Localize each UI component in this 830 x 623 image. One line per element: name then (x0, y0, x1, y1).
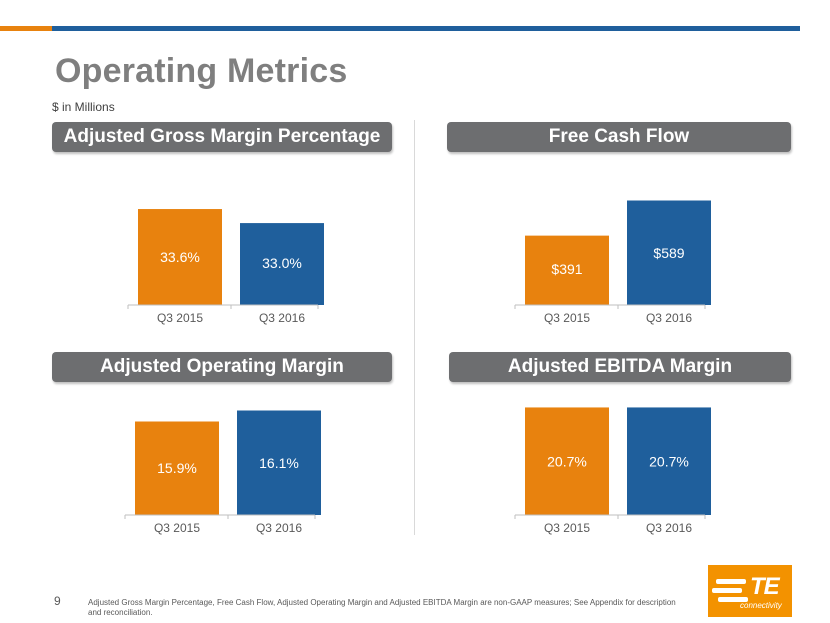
data-label: 20.7% (547, 454, 587, 470)
bar-q3-2016 (627, 407, 711, 515)
bar-q3-2015 (525, 235, 609, 305)
x-tick-label: Q3 2016 (646, 521, 692, 535)
chart-title-operating-margin: Adjusted Operating Margin (52, 352, 392, 382)
data-label: $391 (551, 261, 582, 277)
x-tick-label: Q3 2016 (259, 311, 305, 325)
bar-q3-2015 (138, 209, 222, 305)
chart-free-cash-flow: $391 Q3 2015 $589 Q3 2016 (514, 170, 711, 340)
bar-q3-2015 (525, 407, 609, 515)
chart-title-ebitda-margin: Adjusted EBITDA Margin (449, 352, 791, 382)
page-number: 9 (54, 594, 61, 608)
units-note: $ in Millions (52, 100, 115, 114)
chart-operating-margin: 15.9% Q3 2015 16.1% Q3 2016 (124, 380, 321, 550)
chart-svg: 33.6% Q3 2015 33.0% Q3 2016 (127, 209, 324, 325)
page-title: Operating Metrics (55, 52, 348, 90)
x-tick-label: Q3 2015 (544, 521, 590, 535)
te-connectivity-logo: TE connectivity (708, 565, 792, 617)
logo-mark-text: TE (750, 573, 780, 600)
chart-title-free-cash-flow: Free Cash Flow (447, 122, 791, 152)
te-logo-mark-icon (712, 579, 748, 602)
accent-blue-segment (52, 26, 800, 31)
data-label: $589 (653, 245, 684, 261)
x-tick-label: Q3 2016 (646, 311, 692, 325)
x-tick-label: Q3 2015 (154, 521, 200, 535)
panel-divider (414, 120, 415, 535)
chart-svg: 15.9% Q3 2015 16.1% Q3 2016 (124, 410, 321, 535)
data-label: 20.7% (649, 454, 689, 470)
bar-q3-2016 (240, 223, 324, 305)
logo-wordmark: connectivity (740, 601, 782, 610)
top-accent-bar (0, 26, 800, 31)
x-tick-label: Q3 2015 (157, 311, 203, 325)
data-label: 33.0% (262, 255, 302, 271)
chart-svg: $391 Q3 2015 $589 Q3 2016 (514, 200, 711, 325)
footnote: Adjusted Gross Margin Percentage, Free C… (88, 598, 676, 617)
x-tick-label: Q3 2016 (256, 521, 302, 535)
chart-svg: 20.7% Q3 2015 20.7% Q3 2016 (514, 407, 711, 535)
data-label: 15.9% (157, 460, 197, 476)
chart-title-gross-margin: Adjusted Gross Margin Percentage (52, 122, 392, 152)
x-tick-label: Q3 2015 (544, 311, 590, 325)
data-label: 33.6% (160, 249, 200, 265)
accent-orange-segment (0, 26, 52, 31)
bar-q3-2015 (135, 421, 219, 515)
chart-ebitda-margin: 20.7% Q3 2015 20.7% Q3 2016 (514, 380, 711, 550)
bar-q3-2016 (627, 200, 711, 305)
data-label: 16.1% (259, 455, 299, 471)
chart-gross-margin: 33.6% Q3 2015 33.0% Q3 2016 (127, 170, 324, 340)
bar-q3-2016 (237, 410, 321, 515)
